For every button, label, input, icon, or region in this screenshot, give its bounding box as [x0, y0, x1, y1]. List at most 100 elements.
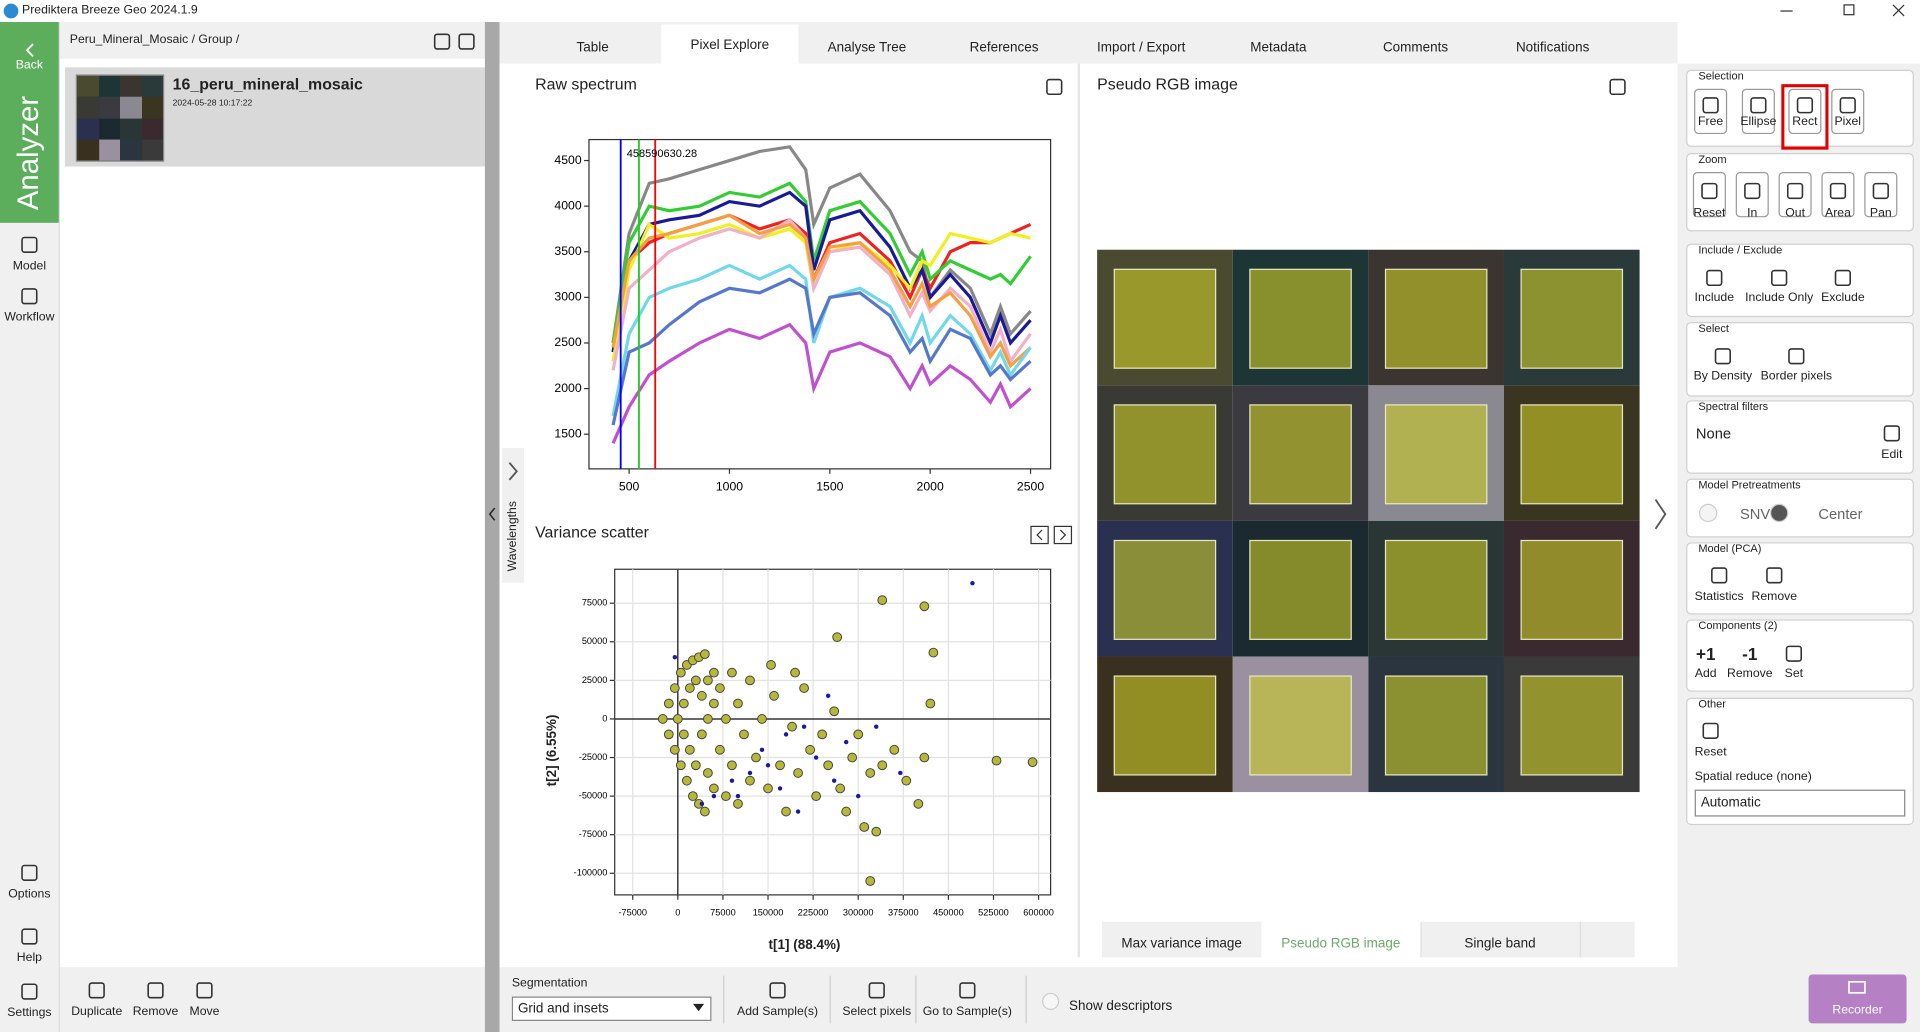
scatter-point — [777, 786, 783, 791]
tab[interactable]: References — [936, 27, 1073, 64]
nav-item[interactable]: Options — [8, 887, 51, 902]
tab-label: Metadata — [1250, 40, 1307, 56]
image-tab[interactable]: Single band — [1420, 921, 1581, 958]
tool-button[interactable]: Statistics — [1694, 590, 1744, 604]
option-radio — [1770, 503, 1789, 523]
tab[interactable]: Metadata — [1210, 27, 1347, 64]
x-tick-label: 1000 — [716, 479, 743, 493]
tool-button[interactable]: Reset — [1694, 745, 1727, 760]
option-label[interactable]: Center — [1818, 505, 1863, 523]
project-item[interactable]: 16_peru_mineral_mosaic 2024-05-28 10:17:… — [64, 67, 485, 167]
tool-panel — [1677, 63, 1920, 968]
scatter-point — [799, 683, 809, 693]
tool-button[interactable]: Include — [1694, 291, 1735, 305]
spectrum-line — [611, 263, 1032, 417]
toolbar-button[interactable]: Duplicate — [71, 1005, 123, 1019]
spatial-dropdown[interactable]: Automatic — [1694, 789, 1906, 817]
scatter-point — [853, 729, 864, 740]
tool-button[interactable]: Reset — [1693, 206, 1726, 221]
nav-item[interactable]: Settings — [7, 1006, 52, 1020]
sample-inset — [1113, 539, 1217, 640]
tool-button[interactable]: Include Only — [1745, 291, 1814, 305]
scatter-point — [759, 747, 765, 753]
window-controls[interactable] — [1763, 0, 1920, 22]
tool-button[interactable]: Rect — [1792, 115, 1818, 129]
scatter-point — [690, 760, 701, 771]
toolbar-button[interactable]: Select pixels — [842, 1005, 912, 1019]
icon — [1883, 425, 1900, 442]
tool-button[interactable]: Remove — [1751, 590, 1798, 604]
tool-button[interactable]: Area — [1825, 206, 1851, 221]
scatter-point — [672, 655, 678, 660]
tab[interactable]: Import / Export — [1073, 27, 1210, 64]
tool-button[interactable]: Free — [1698, 115, 1724, 129]
segmentation-dropdown[interactable]: Grid and insets — [511, 996, 712, 1021]
tool-button[interactable]: Border pixels — [1760, 369, 1833, 384]
x-tick-label: 225000 — [798, 908, 829, 918]
icon — [1744, 182, 1761, 200]
tool-button[interactable]: Remove — [1726, 667, 1773, 681]
scatter-point — [672, 714, 683, 724]
tool-button[interactable]: Edit — [1881, 448, 1903, 462]
scatter-point — [711, 793, 717, 799]
image-tab[interactable]: Pseudo RGB image — [1261, 921, 1422, 958]
tool-button[interactable]: In — [1747, 206, 1758, 221]
section-title: Selection — [1698, 69, 1744, 83]
scatter-point — [747, 770, 753, 776]
tool-button[interactable]: Pan — [1869, 206, 1892, 221]
tab[interactable]: Notifications — [1484, 27, 1621, 64]
scatter-point — [699, 806, 710, 817]
y-tick-label: -100000 — [574, 868, 608, 878]
scatter-point — [817, 729, 828, 740]
tab[interactable]: Analyse Tree — [798, 27, 935, 64]
scatter-point — [763, 783, 773, 794]
scatter-point — [805, 744, 816, 755]
section-title: Select — [1698, 321, 1729, 335]
image-tab-label: Single band — [1464, 936, 1536, 952]
tab[interactable]: Pixel Explore — [661, 24, 799, 64]
tab-label: Comments — [1382, 40, 1449, 56]
toolbar-button[interactable]: Add Sample(s) — [737, 1005, 819, 1019]
tool-button[interactable]: Exclude — [1821, 291, 1865, 305]
side-tab[interactable]: Wavelengths — [502, 448, 525, 583]
tool-button[interactable]: Out — [1785, 206, 1805, 221]
icon — [1701, 182, 1718, 200]
scatter-point — [913, 798, 924, 809]
sample-inset — [1249, 268, 1352, 369]
tab-label: Import / Export — [1097, 40, 1186, 56]
tool-button[interactable]: Ellipse — [1740, 115, 1777, 129]
nav-item[interactable]: Help — [16, 951, 42, 965]
tab[interactable]: Table — [524, 27, 661, 64]
icon — [196, 982, 213, 999]
nav-item[interactable]: Model — [12, 259, 47, 273]
toolbar-button[interactable]: Remove — [132, 1005, 179, 1019]
nav-item[interactable]: Workflow — [4, 310, 55, 325]
toolbar-button[interactable]: Go to Sample(s) — [922, 1005, 1012, 1019]
x-tick-label: 500 — [619, 479, 640, 493]
icon — [1785, 645, 1803, 662]
tool-button[interactable]: Set — [1784, 667, 1804, 681]
scatter-point — [766, 660, 776, 670]
scatter-point — [811, 791, 822, 802]
collapse-arrow — [508, 462, 518, 481]
nav-button — [1030, 525, 1049, 545]
option-radio — [1698, 503, 1718, 523]
tool-button[interactable]: Pixel — [1834, 115, 1862, 129]
scatter-point — [823, 760, 834, 771]
scatter-point — [841, 806, 852, 817]
tool-button[interactable]: Add — [1694, 667, 1717, 681]
sample-inset — [1249, 539, 1352, 640]
tab[interactable]: Comments — [1347, 27, 1484, 64]
tool-button[interactable]: By Density — [1693, 369, 1753, 384]
x-tick-label: 450000 — [933, 908, 964, 918]
toolbar-button[interactable]: Move — [189, 1005, 220, 1019]
sidebar: Back Analyzer — [0, 22, 61, 1032]
option-label[interactable]: SNV — [1740, 505, 1771, 523]
scatter-point — [745, 775, 755, 786]
tool-frame — [1788, 88, 1822, 135]
x-tick-label: -75000 — [618, 908, 647, 918]
sample-inset — [1384, 539, 1488, 640]
back-button[interactable]: Back — [15, 58, 43, 73]
show-descriptors-radio[interactable] — [1042, 992, 1060, 1010]
tool-section — [1686, 321, 1914, 397]
